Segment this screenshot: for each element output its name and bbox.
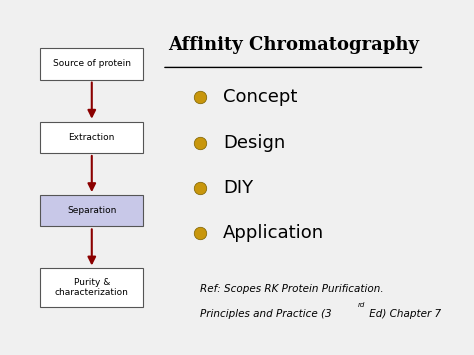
Text: Concept: Concept [223,88,297,106]
Text: DIY: DIY [223,179,253,197]
FancyBboxPatch shape [40,195,143,226]
Text: Separation: Separation [67,206,117,215]
FancyBboxPatch shape [40,268,143,307]
Text: Principles and Practice (3: Principles and Practice (3 [200,309,331,319]
Text: Ed) Chapter 7: Ed) Chapter 7 [366,309,441,319]
FancyBboxPatch shape [40,122,143,153]
Text: Extraction: Extraction [69,133,115,142]
Text: Source of protein: Source of protein [53,59,131,69]
Text: Design: Design [223,133,285,152]
Text: Application: Application [223,224,324,242]
Text: Purity &
characterization: Purity & characterization [55,278,129,297]
Text: rd: rd [358,302,365,308]
Text: Ref: Scopes RK Protein Purification.: Ref: Scopes RK Protein Purification. [200,284,383,294]
Text: Affinity Chromatography: Affinity Chromatography [168,36,419,54]
FancyBboxPatch shape [40,48,143,80]
